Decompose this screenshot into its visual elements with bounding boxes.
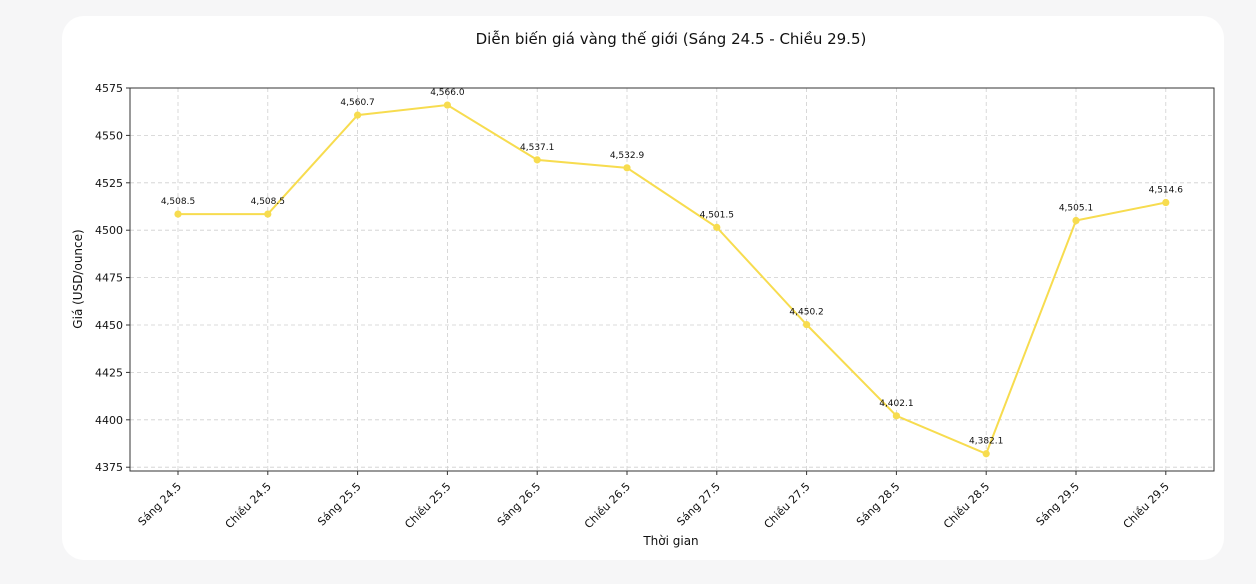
x-tick-label: Chiều 28.5 [941, 480, 992, 531]
data-label: 4,501.5 [700, 210, 734, 220]
x-tick-label: Sáng 24.5 [136, 480, 185, 529]
y-tick-label: 4525 [95, 177, 123, 190]
x-tick-label: Sáng 26.5 [495, 480, 544, 529]
series-line [178, 104, 1166, 456]
x-tick-label: Sáng 25.5 [315, 480, 364, 529]
data-point [713, 223, 721, 231]
data-label: 4,450.2 [789, 308, 823, 318]
chart-title: Diễn biến giá vàng thế giới (Sáng 24.5 -… [476, 30, 867, 48]
plot-frame [129, 87, 1215, 472]
x-tick-label: Chiều 27.5 [762, 480, 813, 531]
data-point [623, 164, 631, 172]
data-label: 4,532.9 [610, 151, 645, 161]
data-label: 4,537.1 [520, 143, 554, 153]
x-tick-label: Sáng 28.5 [854, 480, 903, 529]
data-label: 4,560.7 [340, 98, 374, 108]
data-label: 4,508.5 [251, 197, 285, 207]
data-point [354, 111, 362, 119]
y-tick-label: 4425 [95, 366, 123, 379]
data-label: 4,514.6 [1149, 186, 1184, 196]
y-axis-label: Giá (USD/ounce) [71, 229, 85, 328]
chart-card [62, 16, 1224, 560]
data-label: 4,566.0 [430, 88, 465, 98]
y-tick-label: 4475 [95, 272, 123, 285]
data-label: 4,508.5 [161, 197, 195, 207]
data-point [1162, 198, 1170, 207]
x-tick-label: Chiều 29.5 [1121, 480, 1172, 531]
y-tick-label: 4400 [95, 414, 123, 427]
y-tick-label: 4550 [95, 129, 123, 142]
data-point [174, 210, 182, 218]
x-axis-label: Thời gian [642, 534, 698, 548]
x-tick-label: Chiều 25.5 [402, 480, 453, 531]
data-point [892, 412, 901, 420]
data-label: 4,402.1 [879, 399, 913, 409]
data-label: 4,382.1 [969, 437, 1003, 447]
y-tick-label: 4375 [95, 461, 123, 474]
x-tick-label: Sáng 27.5 [674, 480, 723, 529]
x-tick-label: Chiều 26.5 [582, 480, 633, 531]
data-point [1072, 216, 1080, 225]
data-point [443, 101, 451, 109]
data-point [982, 450, 990, 458]
y-tick-label: 4575 [95, 82, 123, 95]
y-tick-label: 4450 [95, 319, 123, 332]
y-tick-label: 4500 [95, 224, 123, 237]
data-point [264, 210, 272, 218]
x-tick-label: Sáng 29.5 [1034, 480, 1083, 529]
data-point [803, 321, 811, 329]
data-label: 4,505.1 [1059, 204, 1093, 214]
data-point [533, 156, 541, 164]
x-tick-label: Chiều 24.5 [223, 480, 274, 531]
